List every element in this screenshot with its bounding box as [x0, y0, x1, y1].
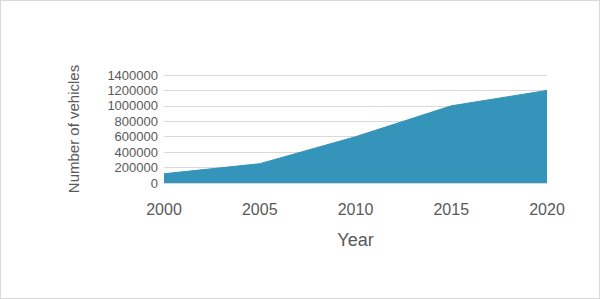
svg-text:2000: 2000	[146, 201, 182, 218]
svg-text:200000: 200000	[115, 160, 158, 175]
svg-text:2005: 2005	[242, 201, 278, 218]
svg-text:2010: 2010	[338, 201, 374, 218]
svg-text:1200000: 1200000	[107, 83, 158, 98]
svg-text:0: 0	[151, 176, 158, 191]
svg-text:Year: Year	[337, 230, 373, 250]
svg-text:2015: 2015	[433, 201, 469, 218]
svg-text:400000: 400000	[115, 145, 158, 160]
svg-text:2020: 2020	[529, 201, 565, 218]
svg-text:Number of vehicles: Number of vehicles	[65, 65, 82, 193]
svg-text:600000: 600000	[115, 129, 158, 144]
svg-text:1000000: 1000000	[107, 98, 158, 113]
svg-text:800000: 800000	[115, 114, 158, 129]
svg-text:1400000: 1400000	[107, 68, 158, 83]
